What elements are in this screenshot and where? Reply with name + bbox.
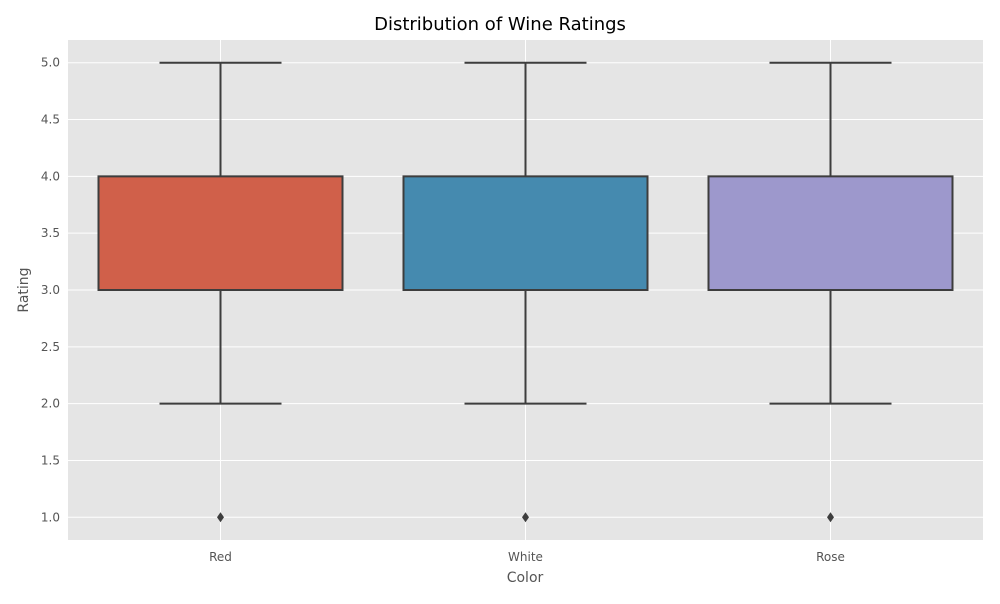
boxes-layer (97, 61, 954, 523)
outlier-point (522, 512, 529, 523)
x-tick-label: Red (209, 550, 232, 564)
x-tick-label: Rose (816, 550, 845, 564)
outlier-point (827, 512, 834, 523)
box-rect (707, 175, 954, 291)
x-tick-label: White (508, 550, 543, 564)
box-red (97, 61, 344, 523)
x-axis-label: Color (507, 570, 544, 586)
box-rect (97, 175, 344, 291)
y-tick-label: 2.0 (41, 397, 60, 411)
box-rose (707, 61, 954, 523)
y-tick-labels: 1.0 1.5 2.0 2.5 3.0 3.5 4.0 4.5 5.0 (41, 56, 60, 525)
box-white (402, 61, 649, 523)
box-rect (402, 175, 649, 291)
y-tick-label: 4.0 (41, 169, 60, 183)
y-tick-label: 5.0 (41, 56, 60, 70)
y-tick-label: 3.5 (41, 226, 60, 240)
y-tick-label: 2.5 (41, 340, 60, 354)
y-tick-label: 3.0 (41, 283, 60, 297)
outlier-point (217, 512, 224, 523)
y-tick-label: 4.5 (41, 113, 60, 127)
y-tick-label: 1.5 (41, 453, 60, 467)
y-axis-label: Rating (16, 267, 32, 312)
y-tick-label: 1.0 (41, 510, 60, 524)
x-tick-labels: Red White Rose (209, 550, 845, 564)
chart-title: Distribution of Wine Ratings (374, 14, 626, 35)
